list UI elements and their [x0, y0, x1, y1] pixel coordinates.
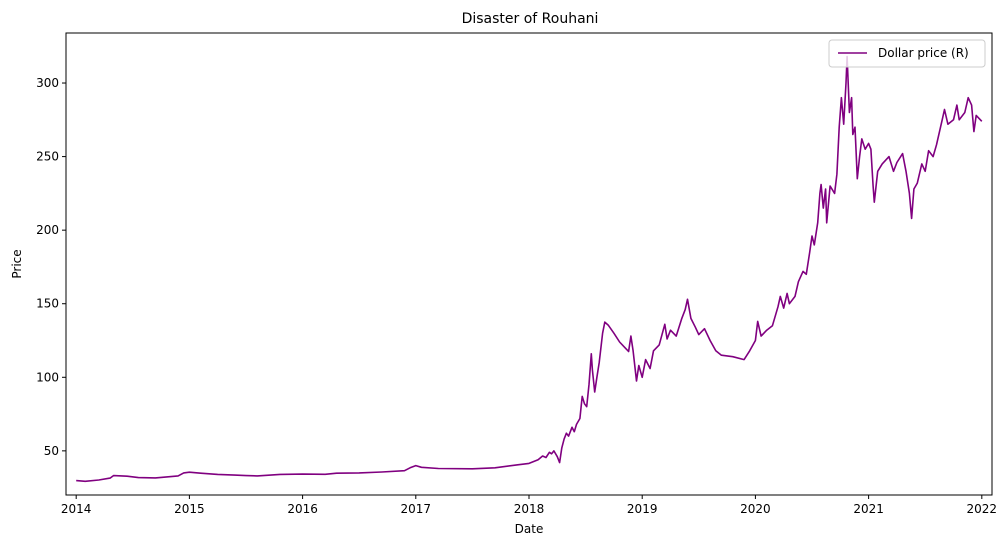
series-layer — [76, 55, 983, 483]
series-line-dollar-price — [76, 55, 983, 483]
x-axis: 2014 2015 2016 2017 2018 2019 2020 2021 2022 — [61, 495, 997, 516]
y-tick-label: 250 — [36, 150, 59, 164]
y-tick-label: 200 — [36, 223, 59, 237]
y-tick-label: 100 — [36, 370, 59, 384]
x-tick-label: 2019 — [627, 502, 658, 516]
y-tick-label: 150 — [36, 297, 59, 311]
x-tick-label: 2017 — [401, 502, 432, 516]
y-axis-label: Price — [10, 249, 24, 278]
y-tick-label: 50 — [44, 444, 59, 458]
plot-frame — [65, 32, 993, 496]
x-tick-label: 2020 — [740, 502, 771, 516]
y-tick-label: 300 — [36, 76, 59, 90]
y-axis: 50 100 150 200 250 300 — [36, 76, 66, 458]
legend: Dollar price (R) — [828, 39, 986, 68]
x-tick-label: 2016 — [287, 502, 318, 516]
x-axis-label: Date — [515, 522, 544, 536]
x-tick-label: 2015 — [174, 502, 205, 516]
plot-area — [66, 33, 992, 495]
x-tick-label: 2022 — [967, 502, 998, 516]
x-tick-label: 2021 — [853, 502, 884, 516]
x-tick-label: 2018 — [514, 502, 545, 516]
legend-box — [828, 39, 986, 68]
chart-title: Disaster of Rouhani — [462, 11, 599, 27]
x-tick-label: 2014 — [61, 502, 92, 516]
legend-label: Dollar price (R) — [878, 46, 969, 60]
